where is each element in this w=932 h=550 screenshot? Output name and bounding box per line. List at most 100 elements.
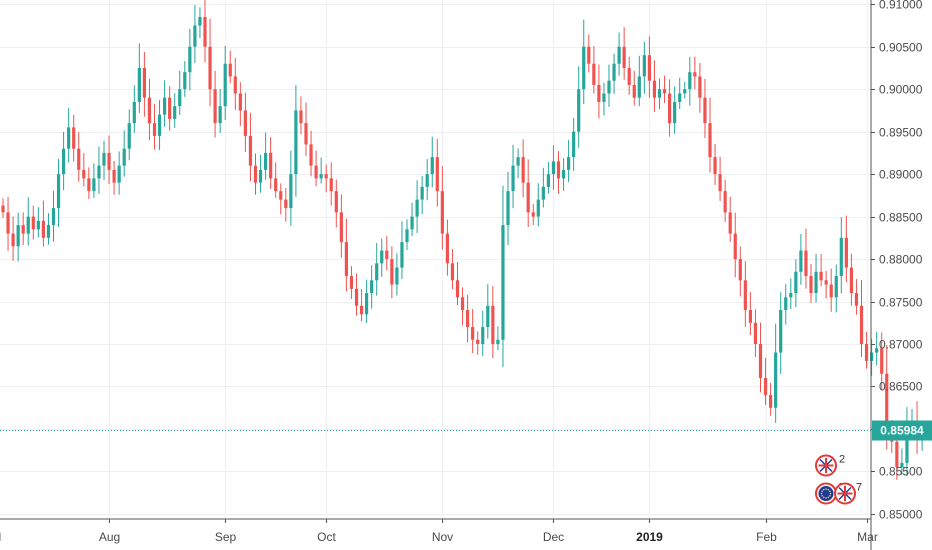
candle[interactable] (26, 197, 30, 246)
candle[interactable] (784, 284, 788, 325)
candle[interactable] (183, 60, 187, 97)
candle[interactable] (122, 130, 126, 177)
candle[interactable] (506, 171, 510, 245)
candle[interactable] (375, 242, 379, 296)
candle[interactable] (673, 86, 677, 134)
candle[interactable] (132, 85, 136, 133)
candle[interactable] (668, 79, 672, 137)
candle[interactable] (496, 326, 500, 351)
candle[interactable] (794, 259, 798, 308)
candle[interactable] (526, 159, 530, 227)
x-axis[interactable]: Jul Aug Sep Oct Nov Dec 2019 Feb Mar (0, 519, 878, 544)
candle[interactable] (875, 331, 879, 366)
candle[interactable] (213, 70, 217, 138)
candle[interactable] (395, 253, 399, 296)
candle[interactable] (501, 185, 505, 367)
candle[interactable] (163, 80, 167, 127)
candle[interactable] (572, 117, 576, 171)
candle[interactable] (152, 104, 157, 150)
candle[interactable] (824, 270, 828, 299)
candle[interactable] (218, 88, 222, 134)
candle[interactable] (62, 131, 66, 191)
candle[interactable] (541, 167, 545, 208)
candle[interactable] (248, 112, 253, 182)
candle[interactable] (774, 323, 778, 424)
candle[interactable] (577, 66, 581, 148)
candle[interactable] (137, 43, 141, 113)
candle[interactable] (41, 200, 45, 247)
candle[interactable] (662, 75, 667, 103)
candle[interactable] (819, 253, 823, 287)
candle[interactable] (531, 203, 535, 226)
candle[interactable] (627, 56, 631, 95)
candle[interactable] (733, 212, 737, 278)
candle[interactable] (723, 179, 727, 222)
candle[interactable] (708, 97, 712, 173)
candle[interactable] (455, 261, 460, 305)
candle[interactable] (880, 332, 884, 390)
candle[interactable] (693, 56, 697, 90)
candle[interactable] (864, 331, 869, 369)
candle[interactable] (632, 70, 636, 106)
candle[interactable] (607, 64, 611, 107)
candle[interactable] (799, 234, 803, 285)
candle[interactable] (147, 78, 152, 141)
candle[interactable] (344, 218, 348, 292)
candle[interactable] (279, 183, 283, 215)
candle[interactable] (107, 135, 111, 185)
candle[interactable] (471, 308, 475, 354)
candle[interactable] (11, 216, 15, 261)
candle[interactable] (87, 167, 91, 200)
candle[interactable] (354, 273, 359, 316)
candle[interactable] (365, 279, 369, 323)
candle[interactable] (380, 238, 384, 277)
candle[interactable] (450, 249, 455, 290)
candle[interactable] (597, 64, 601, 119)
event-markers-layer[interactable]: 277 (815, 453, 862, 505)
candle[interactable] (56, 158, 61, 227)
candle[interactable] (854, 279, 859, 315)
candle[interactable] (738, 246, 742, 297)
candle[interactable] (238, 82, 242, 126)
candle[interactable] (804, 228, 808, 289)
candle[interactable] (370, 265, 374, 309)
candle[interactable] (329, 162, 333, 206)
candle[interactable] (758, 322, 763, 393)
candle[interactable] (21, 212, 25, 246)
candle[interactable] (299, 96, 303, 135)
candle[interactable] (319, 157, 323, 184)
candle[interactable] (698, 62, 702, 113)
candle[interactable] (253, 153, 258, 195)
candle[interactable] (556, 151, 561, 194)
candle[interactable] (713, 143, 717, 186)
candle[interactable] (400, 221, 404, 280)
candle[interactable] (289, 150, 293, 226)
candle[interactable] (294, 85, 298, 197)
candle[interactable] (688, 56, 692, 106)
candle[interactable] (481, 310, 485, 357)
candle[interactable] (304, 102, 308, 157)
candle[interactable] (16, 212, 20, 262)
candle[interactable] (561, 158, 566, 191)
candle[interactable] (763, 357, 768, 405)
uk-flag-icon[interactable]: 7 (834, 482, 862, 505)
candle[interactable] (233, 58, 237, 110)
candle[interactable] (142, 51, 146, 117)
candle[interactable] (112, 160, 116, 195)
y-axis[interactable]: 0.91000 0.90500 0.90000 0.89500 0.89000 0.885… (871, 0, 923, 522)
candle[interactable] (652, 60, 657, 112)
candle[interactable] (779, 292, 783, 375)
candle[interactable] (425, 159, 429, 201)
candle[interactable] (587, 34, 591, 73)
candle[interactable] (476, 331, 480, 355)
candle[interactable] (1, 198, 5, 218)
candle[interactable] (324, 164, 328, 193)
candle[interactable] (486, 284, 490, 339)
candle[interactable] (223, 45, 227, 121)
candle[interactable] (390, 246, 394, 299)
candle[interactable] (536, 183, 540, 227)
candle[interactable] (243, 92, 247, 152)
candle[interactable] (592, 46, 596, 94)
candle[interactable] (208, 18, 212, 107)
candle[interactable] (97, 146, 101, 195)
